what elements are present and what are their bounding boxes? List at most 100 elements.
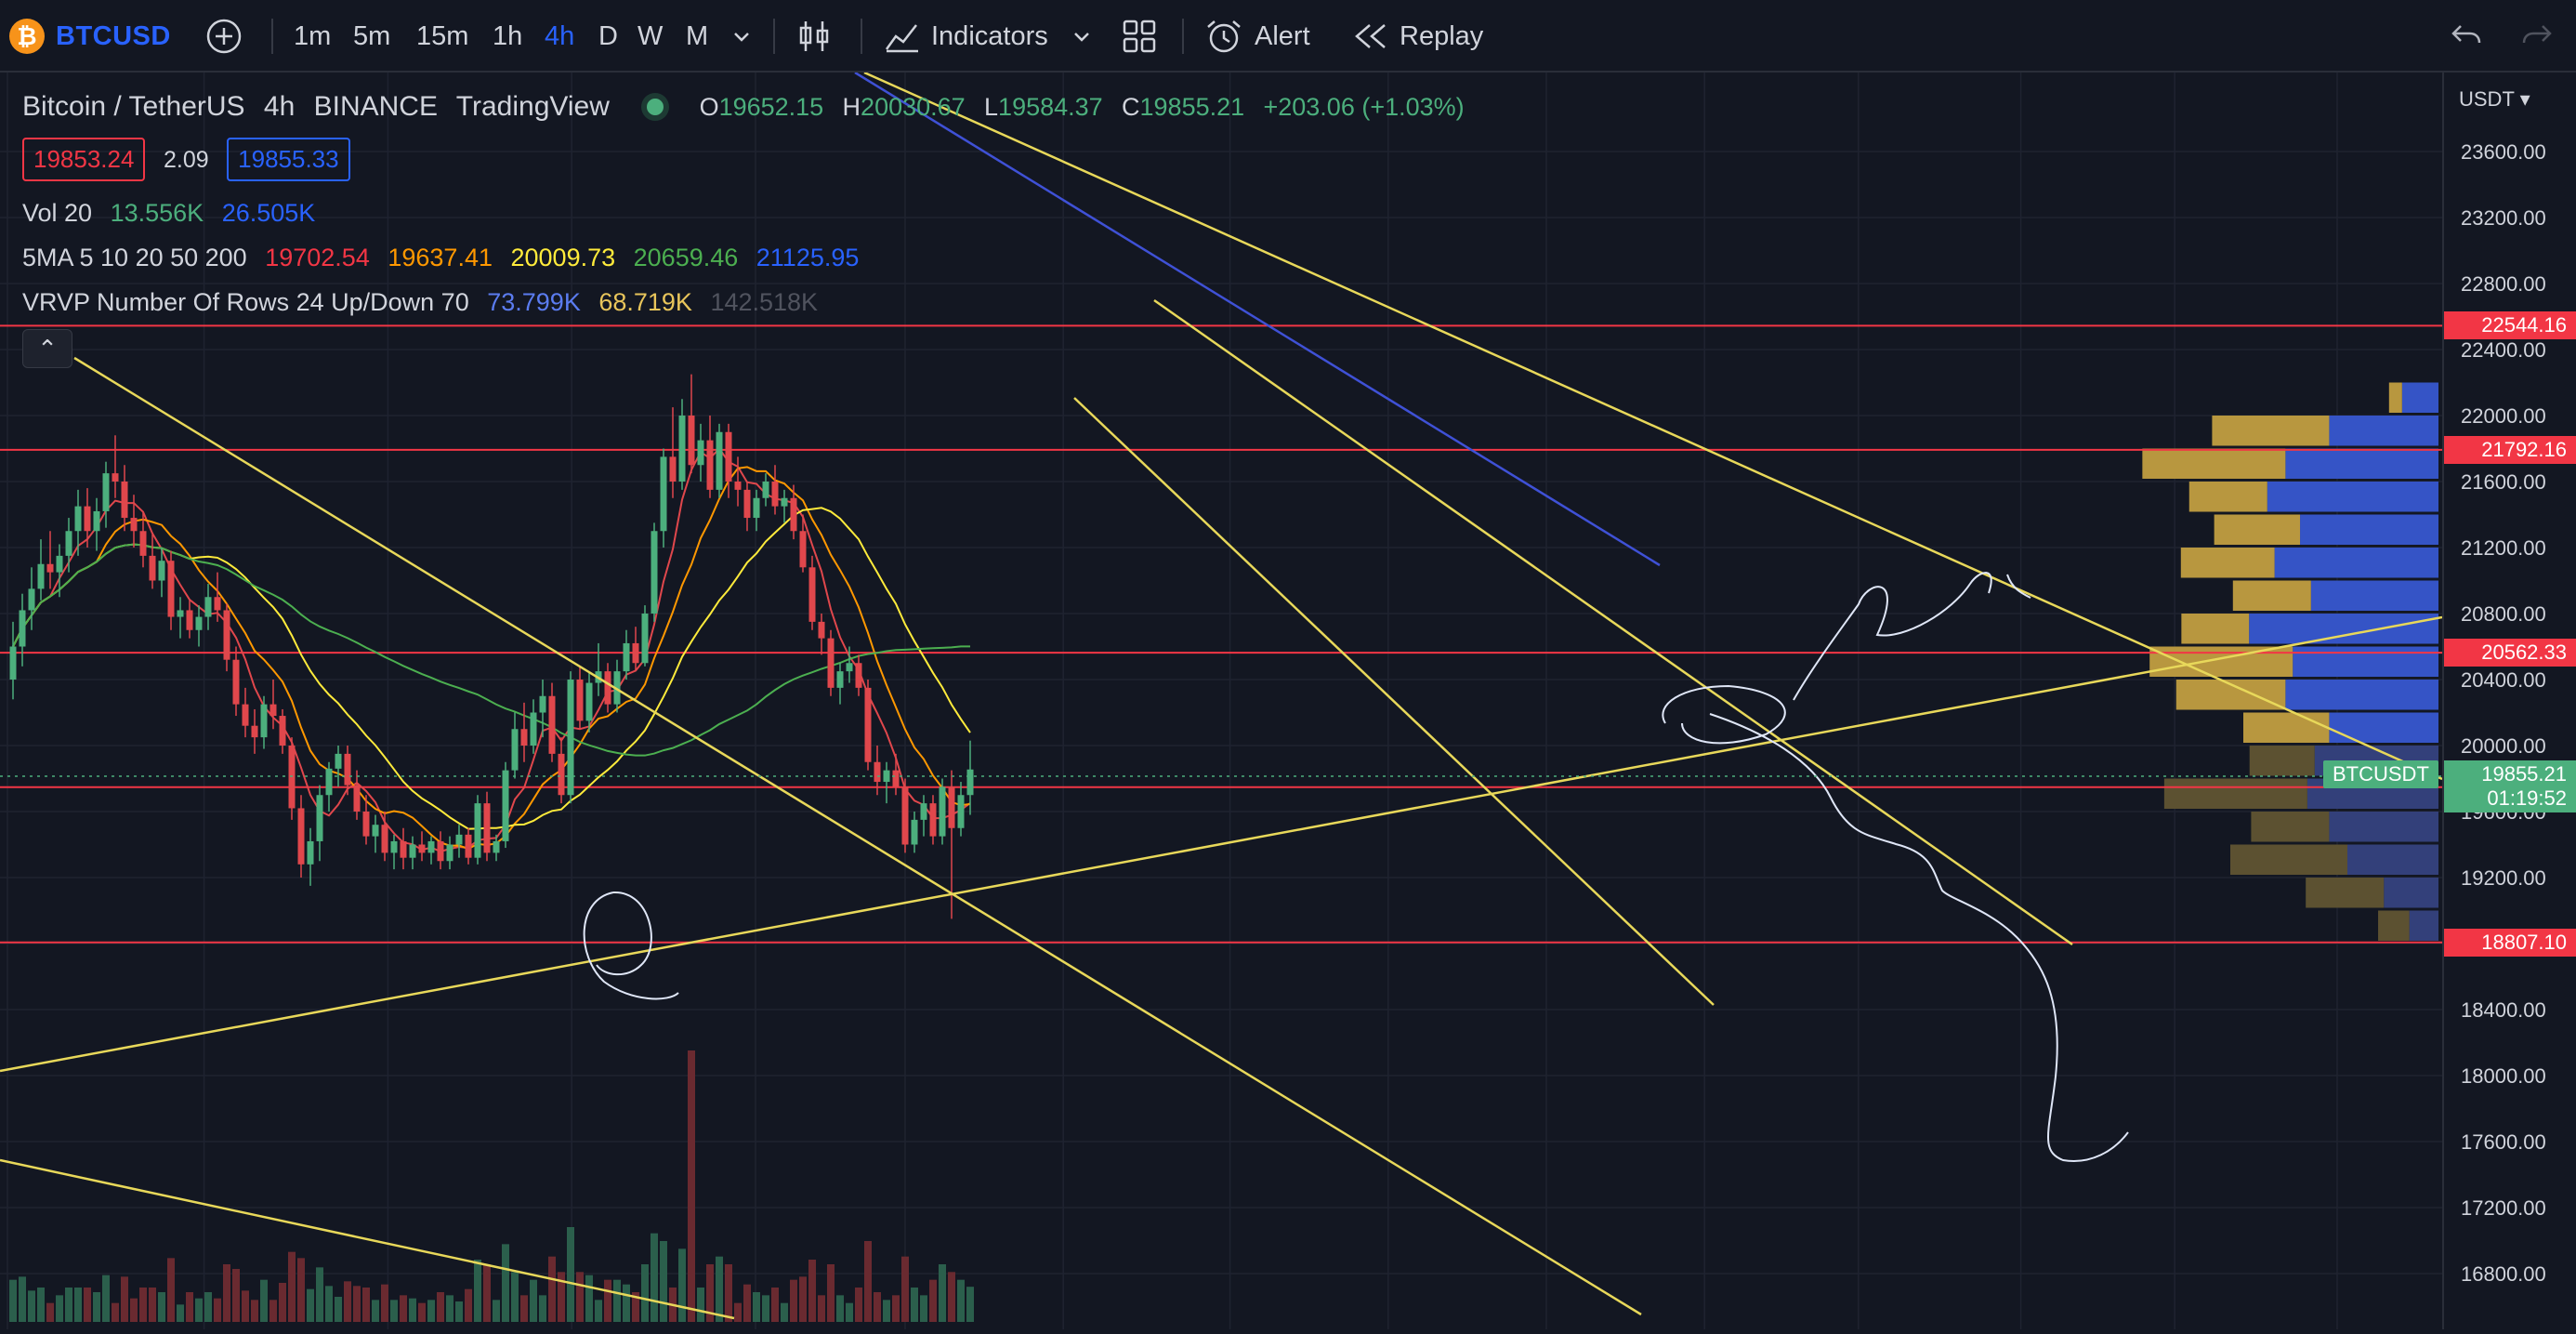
- low-label: L: [984, 93, 999, 121]
- vrvp-bar-up: [2285, 448, 2438, 479]
- volume-legend[interactable]: Vol 20 13.556K 26.505K: [22, 199, 326, 228]
- interval-dropdown-button[interactable]: [730, 0, 753, 73]
- candle-body: [966, 769, 974, 796]
- interval-5m[interactable]: 5m: [353, 20, 391, 51]
- candle-body: [84, 506, 91, 532]
- candle-body: [362, 812, 370, 837]
- volume-bar: [697, 1288, 704, 1322]
- candle-body: [632, 642, 639, 664]
- vrvp-value-down: 68.719K: [598, 288, 692, 316]
- replay-button[interactable]: Replay: [1351, 0, 1483, 73]
- candle-body: [74, 506, 82, 532]
- price-level-label: 18807.10: [2444, 928, 2576, 957]
- vrvp-bar-up: [2329, 812, 2438, 842]
- vrvp-bar-down: [2214, 514, 2301, 545]
- volume-bar: [716, 1256, 723, 1322]
- open-value: 19652.15: [718, 93, 824, 121]
- candle-body: [102, 473, 110, 511]
- candle-body: [585, 682, 593, 721]
- vrvp-bar-up: [2267, 482, 2438, 512]
- candle-body: [93, 510, 100, 532]
- layout-templates-button[interactable]: [1121, 0, 1158, 73]
- trendline[interactable]: [73, 356, 1642, 1316]
- candle-body: [204, 597, 212, 617]
- interval-m[interactable]: M: [686, 20, 709, 51]
- volume-bar: [167, 1258, 175, 1322]
- vrvp-bar-down: [2212, 416, 2330, 446]
- price-axis[interactable]: USDT ▾ 23600.00 23200.00 22800.00 22400.00 2…: [2442, 73, 2576, 1329]
- ma-legend[interactable]: 5MA 5 10 20 50 200 19702.54 19637.41 200…: [22, 244, 870, 272]
- compare-add-button[interactable]: [204, 0, 243, 73]
- volume-bar: [827, 1264, 835, 1322]
- chart-type-button[interactable]: [795, 0, 833, 73]
- volume-bar: [214, 1298, 221, 1322]
- trendline[interactable]: [0, 1158, 735, 1320]
- candle-body: [874, 761, 881, 783]
- moving-average-line: [12, 543, 971, 757]
- volume-bar: [651, 1233, 658, 1322]
- price-chart[interactable]: [0, 71, 2492, 1329]
- currency-selector[interactable]: USDT ▾: [2459, 87, 2530, 111]
- trendline[interactable]: [1073, 397, 1715, 1006]
- plus-circle-icon: [206, 19, 242, 54]
- interval-w[interactable]: W: [637, 20, 664, 51]
- volume-bar: [418, 1302, 426, 1322]
- vrvp-value-total: 142.518K: [710, 288, 819, 316]
- candle-body: [520, 729, 528, 746]
- trendline[interactable]: [1153, 298, 2073, 946]
- candle-body: [771, 482, 779, 507]
- interval-d[interactable]: D: [598, 20, 618, 51]
- freehand-circle[interactable]: [583, 891, 679, 1000]
- volume-bar: [604, 1279, 611, 1322]
- candle-body: [130, 518, 138, 532]
- volume-bar: [204, 1292, 212, 1322]
- volume-bar: [576, 1272, 584, 1322]
- legend-collapse-button[interactable]: ⌃: [22, 329, 72, 368]
- redo-button[interactable]: [2520, 0, 2554, 73]
- bid-price[interactable]: 19853.24: [22, 138, 146, 181]
- vrvp-bar-down: [2142, 448, 2286, 479]
- candle-body: [232, 659, 240, 705]
- volume-bar: [957, 1279, 965, 1322]
- symbol-legend[interactable]: Bitcoin / TetherUS 4h BINANCE TradingVie…: [22, 91, 1476, 123]
- symbol-search-button[interactable]: ₿ BTCUSD: [9, 13, 195, 59]
- vrvp-bar-down: [2230, 844, 2347, 875]
- candle-body: [864, 687, 872, 762]
- candle-body: [846, 663, 853, 672]
- indicators-dropdown-button[interactable]: [1071, 0, 1093, 73]
- candle-body: [697, 440, 704, 466]
- vrvp-label: VRVP Number Of Rows 24 Up/Down 70: [22, 288, 469, 316]
- ma-value-20: 20009.73: [510, 244, 616, 271]
- ma-value-10: 19637.41: [388, 244, 493, 271]
- volume-bar: [316, 1267, 323, 1322]
- vrvp-legend[interactable]: VRVP Number Of Rows 24 Up/Down 70 73.799…: [22, 288, 829, 317]
- ma-label: 5MA 5 10 20 50 200: [22, 244, 247, 271]
- ma-value-5: 19702.54: [265, 244, 370, 271]
- volume-bar: [390, 1300, 398, 1322]
- candle-body: [112, 473, 119, 482]
- interval-15m[interactable]: 15m: [416, 20, 469, 51]
- volume-bar: [195, 1298, 203, 1322]
- volume-bar: [177, 1304, 184, 1322]
- interval-1m[interactable]: 1m: [294, 20, 332, 51]
- indicators-button[interactable]: Indicators: [883, 0, 1048, 73]
- chart-pane[interactable]: Bitcoin / TetherUS 4h BINANCE TradingVie…: [0, 71, 2492, 1329]
- undo-button[interactable]: [2450, 0, 2483, 73]
- candle-body: [446, 844, 453, 862]
- candle-body: [716, 431, 723, 490]
- trendline[interactable]: [863, 71, 2443, 781]
- vrvp-bar-down: [2378, 910, 2410, 941]
- interval-4h[interactable]: 4h: [545, 20, 575, 51]
- vrvp-bar-down: [2163, 778, 2307, 809]
- trendline-blue[interactable]: [854, 71, 1661, 567]
- candle-body: [65, 531, 72, 556]
- interval-1h[interactable]: 1h: [493, 20, 523, 51]
- alert-button[interactable]: Alert: [1204, 0, 1310, 73]
- freehand-scribble[interactable]: [1662, 572, 2129, 1162]
- ask-price[interactable]: 19855.33: [227, 138, 350, 181]
- price-tick-label: 19200.00: [2461, 866, 2546, 890]
- candle-body: [19, 610, 26, 647]
- trendline[interactable]: [0, 615, 2443, 1073]
- candle-body: [530, 712, 537, 746]
- candle-body: [781, 497, 788, 507]
